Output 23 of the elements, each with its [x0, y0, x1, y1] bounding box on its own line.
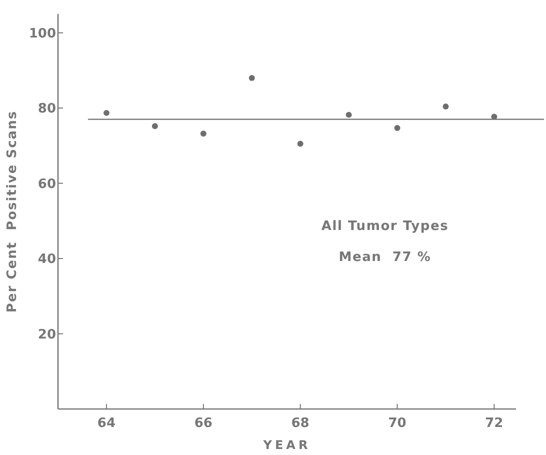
- point: [491, 114, 498, 120]
- y-tick-label: 100: [28, 26, 56, 42]
- y-tick-label: 80: [38, 102, 56, 117]
- y-tick-label: 40: [38, 252, 56, 268]
- x-tick-label: 70: [388, 416, 406, 431]
- point: [394, 125, 400, 131]
- point: [103, 110, 110, 116]
- annotation: All Tumor Types: [321, 219, 449, 234]
- point: [248, 74, 255, 81]
- y-tick-label: 60: [38, 176, 56, 192]
- point: [346, 112, 352, 118]
- annotation: Mean 77 %: [338, 250, 432, 265]
- point: [442, 104, 449, 110]
- x-tick-label: 66: [194, 416, 212, 431]
- point: [200, 130, 206, 137]
- point: [152, 123, 158, 130]
- y-tick-label: 20: [38, 327, 56, 342]
- x-axis-title: YEAR: [262, 438, 311, 452]
- x-tick-label: 64: [97, 416, 116, 431]
- point: [297, 140, 304, 147]
- x-tick-label: 72: [485, 416, 504, 431]
- y-axis-title: Per Cent Positive Scans: [5, 110, 20, 313]
- x-tick-label: 68: [291, 416, 310, 431]
